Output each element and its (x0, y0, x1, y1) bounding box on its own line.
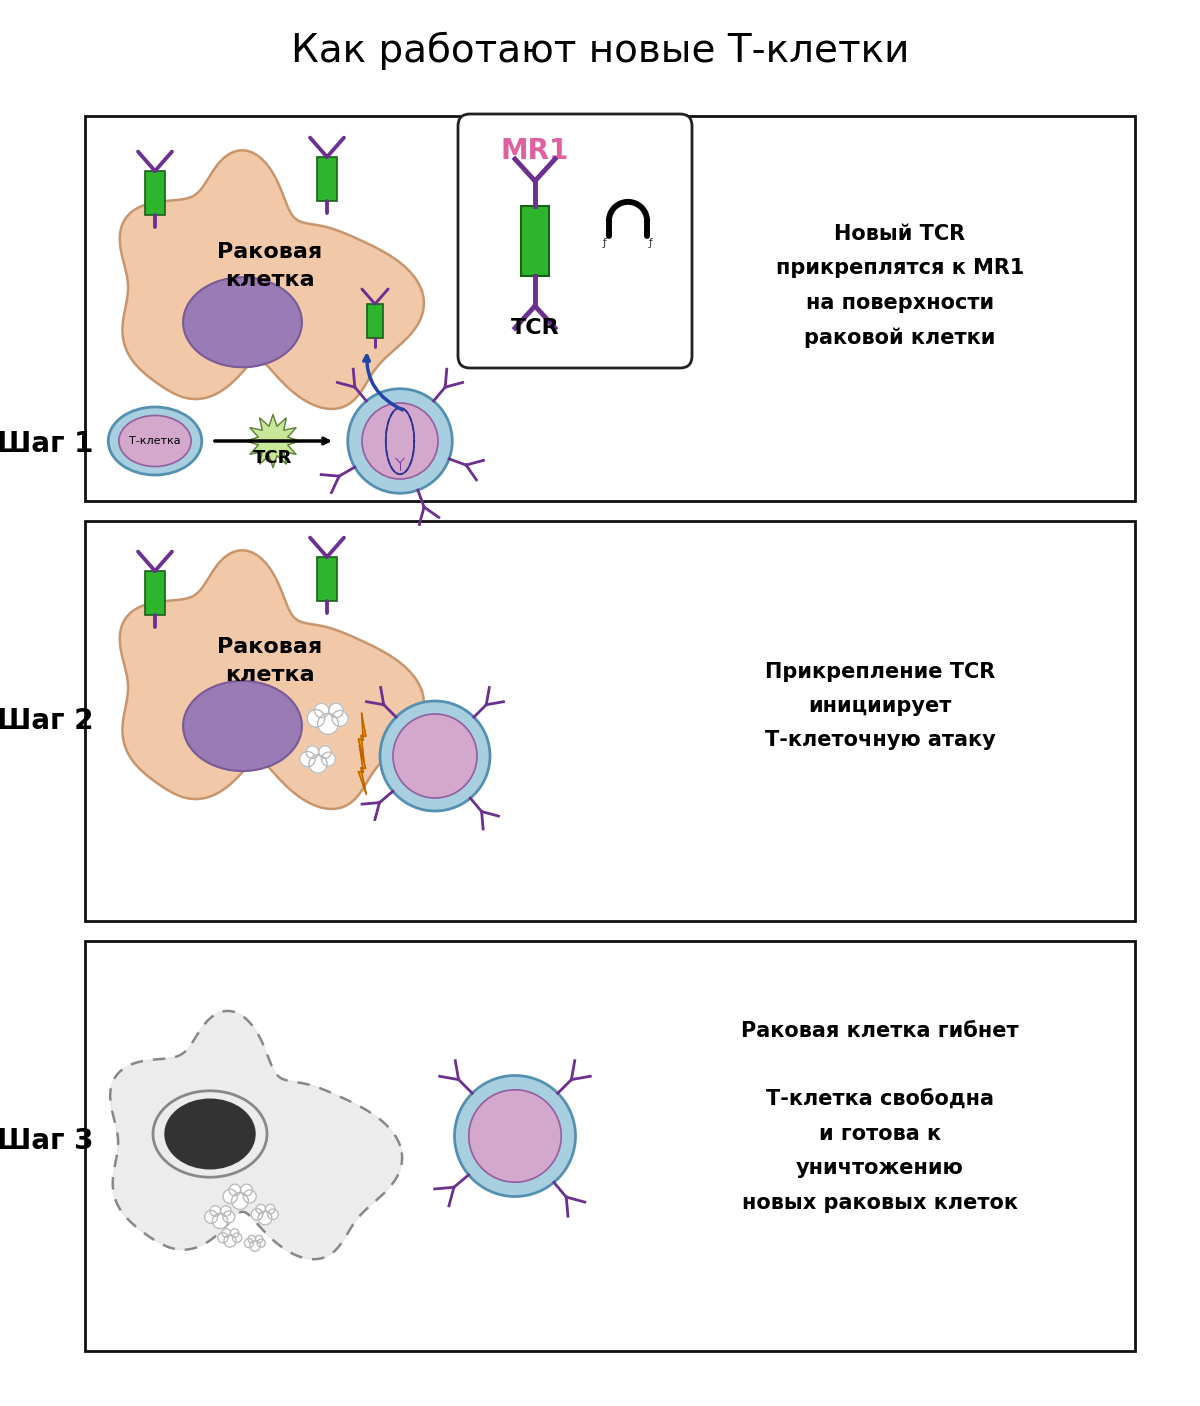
Circle shape (380, 702, 490, 811)
Circle shape (318, 714, 338, 734)
Circle shape (205, 1211, 217, 1223)
Circle shape (245, 1239, 253, 1247)
Circle shape (258, 1211, 272, 1225)
Circle shape (221, 1206, 232, 1216)
Circle shape (268, 1209, 278, 1219)
Text: MR1: MR1 (500, 136, 569, 165)
Circle shape (251, 1209, 263, 1220)
Circle shape (230, 1229, 239, 1237)
Ellipse shape (184, 277, 302, 367)
Text: Шаг 1: Шаг 1 (0, 430, 94, 458)
Text: Т-клетка свободна
и готова к
уничтожению
новых раковых клеток: Т-клетка свободна и готова к уничтожению… (742, 1090, 1018, 1213)
Circle shape (256, 1204, 265, 1213)
Circle shape (223, 1211, 235, 1223)
Bar (145, 172, 164, 215)
Circle shape (233, 1233, 241, 1243)
Circle shape (223, 1189, 238, 1204)
Bar (85, 522, 1135, 921)
Bar (521, 207, 550, 276)
Circle shape (307, 710, 325, 727)
Circle shape (217, 1233, 228, 1243)
Ellipse shape (184, 681, 302, 770)
Circle shape (455, 1076, 576, 1197)
Bar (145, 571, 164, 614)
Text: Шаг 2: Шаг 2 (0, 707, 94, 735)
Circle shape (322, 752, 336, 766)
Bar (317, 557, 337, 600)
FancyBboxPatch shape (458, 114, 692, 368)
Circle shape (469, 1090, 562, 1182)
Circle shape (224, 1234, 236, 1247)
Circle shape (229, 1184, 241, 1195)
Text: TCR: TCR (511, 318, 559, 337)
Ellipse shape (108, 406, 202, 475)
Circle shape (306, 745, 319, 758)
Circle shape (244, 1189, 257, 1204)
Circle shape (308, 755, 328, 773)
Bar (85, 117, 1135, 501)
Text: TCR: TCR (253, 449, 293, 467)
Bar (85, 941, 1135, 1351)
Text: ƒ: ƒ (649, 238, 653, 247)
Ellipse shape (166, 1099, 256, 1168)
Text: Шаг 3: Шаг 3 (0, 1128, 94, 1154)
Circle shape (257, 1239, 265, 1247)
Text: Раковая
клетка: Раковая клетка (217, 637, 323, 685)
Text: Прикрепление TCR
инициирует
Т-клеточную атаку: Прикрепление TCR инициирует Т-клеточную … (764, 662, 995, 751)
Circle shape (232, 1192, 248, 1209)
Circle shape (248, 1236, 256, 1243)
Ellipse shape (119, 416, 191, 467)
Text: ƒ: ƒ (604, 238, 607, 247)
Circle shape (362, 404, 438, 479)
Circle shape (392, 714, 478, 799)
Circle shape (222, 1229, 230, 1237)
Polygon shape (359, 747, 366, 794)
Circle shape (265, 1204, 275, 1213)
Text: Раковая клетка гибнет: Раковая клетка гибнет (742, 1021, 1019, 1040)
Circle shape (319, 745, 331, 758)
Circle shape (329, 703, 343, 717)
Circle shape (210, 1206, 221, 1216)
Polygon shape (110, 1011, 402, 1260)
Polygon shape (120, 150, 424, 409)
Circle shape (314, 703, 329, 717)
Circle shape (300, 751, 316, 766)
Circle shape (212, 1213, 228, 1229)
Text: Новый TCR
прикреплятся к MR1
на поверхности
раковой клетки: Новый TCR прикреплятся к MR1 на поверхно… (776, 224, 1024, 349)
Circle shape (241, 1184, 252, 1195)
Text: Как работают новые Т-клетки: Как работают новые Т-клетки (290, 32, 910, 70)
Polygon shape (359, 713, 366, 762)
Bar (367, 304, 383, 337)
Circle shape (250, 1240, 260, 1251)
Circle shape (332, 710, 348, 727)
Circle shape (256, 1236, 263, 1243)
Polygon shape (246, 415, 300, 468)
Circle shape (348, 388, 452, 494)
Bar (317, 157, 337, 201)
Text: Раковая
клетка: Раковая клетка (217, 242, 323, 290)
Text: Т-клетка: Т-клетка (130, 436, 181, 446)
Polygon shape (120, 550, 424, 808)
